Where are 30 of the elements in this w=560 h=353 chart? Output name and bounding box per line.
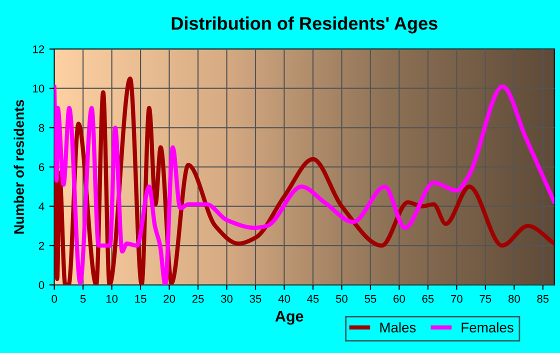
legend-label: Males: [380, 322, 416, 332]
x-tick-label: 65: [422, 294, 434, 303]
y-tick-label: 6: [38, 163, 44, 172]
x-axis-title: Age: [275, 311, 304, 325]
x-tick-label: 85: [537, 294, 549, 303]
chart-title: Distribution of Residents' Ages: [172, 16, 438, 34]
y-tick-label: 4: [38, 202, 44, 210]
x-tick-label: 20: [164, 294, 176, 303]
x-tick-label: 80: [508, 294, 520, 303]
x-tick-label: 75: [480, 295, 492, 303]
x-tick-label: 45: [307, 295, 319, 303]
x-tick-label: 15: [135, 295, 146, 303]
x-tick-label: 5: [80, 295, 86, 303]
x-tick-label: 40: [278, 294, 290, 303]
x-tick-label: 30: [221, 294, 233, 303]
y-tick-label: 12: [33, 45, 44, 54]
x-tick-label: 0: [52, 294, 57, 303]
y-tick-label: 2: [38, 242, 44, 250]
y-axis-title: Number of residents: [14, 100, 24, 234]
x-tick-label: 35: [250, 294, 262, 303]
x-tick-label: 10: [106, 294, 118, 303]
x-tick-label: 50: [336, 294, 348, 303]
y-tick-label: 8: [38, 124, 44, 132]
y-tick-label: 10: [33, 84, 44, 93]
legend-label: Females: [462, 322, 514, 332]
x-tick-label: 70: [451, 294, 462, 303]
x-tick-label: 55: [364, 295, 376, 303]
x-tick-label: 25: [192, 294, 204, 303]
y-tick-label: 0: [38, 281, 44, 290]
x-tick-label: 60: [394, 294, 405, 303]
